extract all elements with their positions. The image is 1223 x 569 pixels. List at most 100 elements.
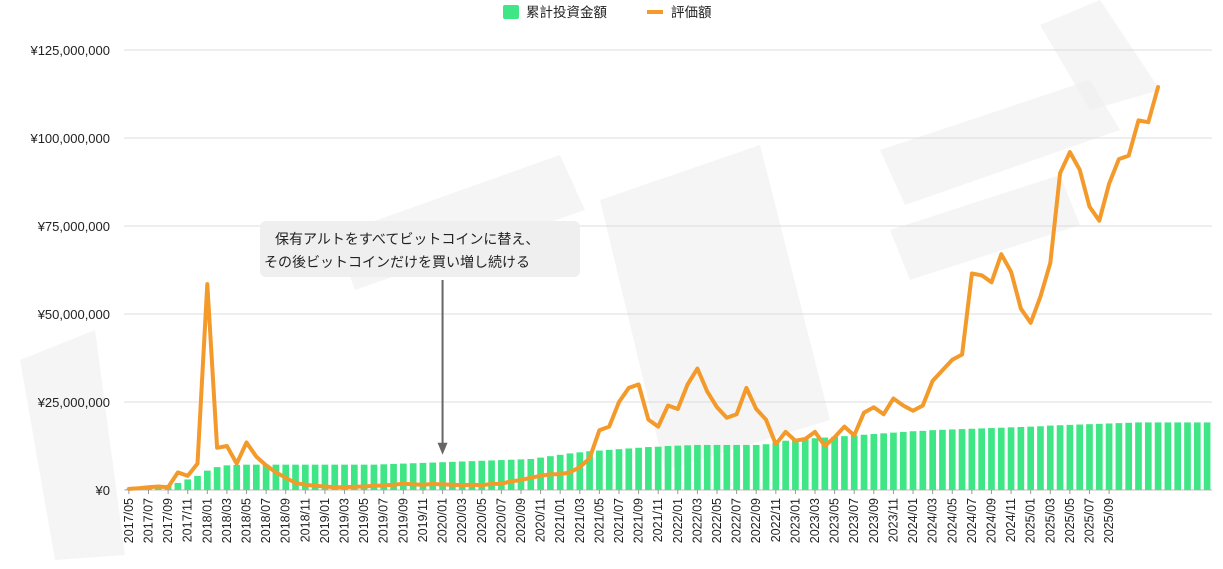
bar xyxy=(880,433,887,490)
bar xyxy=(752,444,760,490)
y-tick-label: ¥25,000,000 xyxy=(37,395,110,410)
x-tick-label: 2021/05 xyxy=(592,498,606,543)
bar xyxy=(850,435,858,490)
bar xyxy=(458,461,466,490)
annotation-box xyxy=(260,221,580,277)
bar xyxy=(203,470,211,490)
y-axis: ¥0 ¥25,000,000 ¥50,000,000 ¥75,000,000 ¥100,… xyxy=(29,43,110,498)
x-tick-label: 2019/07 xyxy=(377,498,391,543)
x-tick-label: 2021/11 xyxy=(651,498,665,542)
x-tick-label: 2022/09 xyxy=(749,498,763,543)
bar xyxy=(527,459,535,490)
bar xyxy=(409,463,417,490)
x-tick-label: 2022/01 xyxy=(671,498,685,543)
legend-label-cumulative: 累計投資金額 xyxy=(526,5,607,20)
x-tick-label: 2023/01 xyxy=(788,498,802,543)
bar xyxy=(370,464,378,490)
bar xyxy=(919,430,927,490)
x-tick-label: 2018/03 xyxy=(220,498,234,543)
line-series-valuation xyxy=(126,85,1161,491)
bar xyxy=(762,444,770,490)
legend-swatch-valuation xyxy=(647,10,663,14)
bar xyxy=(331,464,339,490)
bar xyxy=(321,464,329,490)
bar xyxy=(605,449,613,490)
bar xyxy=(1105,423,1113,490)
bar xyxy=(939,429,946,490)
x-tick-label: 2021/01 xyxy=(553,498,567,543)
bar xyxy=(429,462,437,490)
x-tick-label: 2025/09 xyxy=(1102,498,1116,543)
bar xyxy=(1115,423,1123,490)
bar xyxy=(243,464,250,490)
annotation: 保有アルトをすべてビットコインに替え、 その後ビットコインだけを買い増し続ける xyxy=(260,221,580,455)
legend: 累計投資金額 評価額 xyxy=(503,5,712,20)
bar xyxy=(1007,427,1015,490)
x-tick-label: 2019/11 xyxy=(416,498,430,542)
bar xyxy=(772,442,780,490)
x-tick-label: 2017/09 xyxy=(161,498,175,543)
grid-lines xyxy=(124,49,1212,491)
bar xyxy=(958,429,966,490)
bar xyxy=(1154,422,1162,490)
bar xyxy=(1135,422,1142,490)
x-tick-label: 2021/03 xyxy=(573,498,587,543)
bar xyxy=(184,479,192,490)
y-tick-label: ¥50,000,000 xyxy=(37,307,110,322)
bar xyxy=(507,459,515,490)
bar xyxy=(537,457,544,490)
x-tick-label: 2022/03 xyxy=(690,498,704,543)
bar xyxy=(302,464,309,490)
x-tick-label: 2020/09 xyxy=(514,498,528,543)
bar xyxy=(743,444,750,490)
bar xyxy=(792,439,799,490)
bar xyxy=(615,449,623,490)
bar xyxy=(890,432,897,490)
y-tick-label: ¥125,000,000 xyxy=(29,43,110,58)
bar xyxy=(468,461,476,490)
annotation-line-2: その後ビットコインだけを買い増し続ける xyxy=(264,254,530,270)
x-tick-label: 2019/09 xyxy=(396,498,410,543)
bar xyxy=(674,445,682,490)
x-tick-label: 2022/05 xyxy=(710,498,724,543)
bar xyxy=(449,461,456,490)
bar xyxy=(841,436,848,490)
x-axis: 2017/05 2017/07 2017/09 2017/11 2018/01 2018/… xyxy=(122,490,1116,543)
bar xyxy=(899,431,907,490)
bar xyxy=(223,465,231,490)
bar xyxy=(576,452,584,490)
bar xyxy=(1056,425,1064,490)
bar xyxy=(1164,422,1172,490)
annotation-line-1: 保有アルトをすべてビットコインに替え、 xyxy=(275,231,539,247)
bar xyxy=(1193,422,1201,490)
x-tick-label: 2020/11 xyxy=(534,498,548,542)
x-tick-label: 2022/11 xyxy=(769,498,783,542)
bar xyxy=(517,459,525,490)
bar xyxy=(478,460,486,490)
x-tick-label: 2023/05 xyxy=(828,498,842,543)
bar xyxy=(654,446,662,490)
bar xyxy=(860,434,868,490)
x-tick-label: 2018/11 xyxy=(298,498,312,542)
bar xyxy=(439,462,446,490)
x-tick-label: 2025/01 xyxy=(1024,498,1038,543)
x-tick-label: 2023/11 xyxy=(886,498,900,542)
x-tick-label: 2020/05 xyxy=(475,498,489,543)
x-tick-label: 2024/03 xyxy=(926,498,940,543)
bar xyxy=(635,447,642,490)
x-tick-label: 2025/05 xyxy=(1063,498,1077,543)
y-tick-label: ¥0 xyxy=(95,483,110,498)
bar xyxy=(1046,425,1054,490)
bar xyxy=(988,428,995,490)
bar xyxy=(1203,422,1211,490)
legend-swatch-cumulative xyxy=(503,5,519,19)
bar xyxy=(625,448,633,490)
bar xyxy=(213,467,221,490)
x-tick-label: 2022/07 xyxy=(730,498,744,543)
bar xyxy=(360,464,368,490)
x-tick-label: 2019/05 xyxy=(357,498,371,543)
x-tick-label: 2017/07 xyxy=(142,498,156,543)
bar xyxy=(174,482,182,490)
bar xyxy=(1037,426,1044,490)
